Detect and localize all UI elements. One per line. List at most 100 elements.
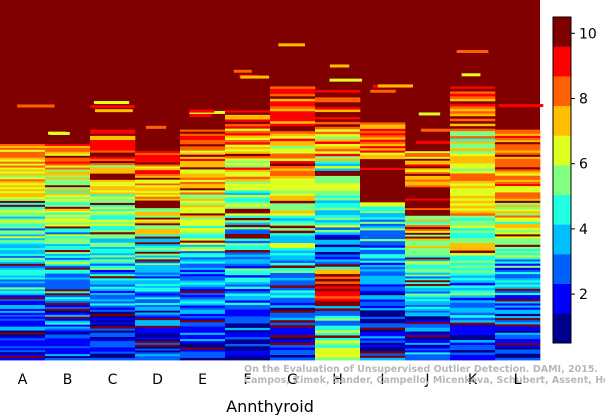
heatmap-cell (405, 181, 451, 184)
heatmap-cell (225, 199, 271, 203)
heatmap-cell (135, 200, 181, 203)
heatmap-cell (495, 133, 541, 137)
heatmap-cell (315, 190, 361, 194)
heatmap-cell (450, 165, 496, 169)
heatmap-cell (135, 153, 181, 156)
heatmap-cell (90, 156, 136, 160)
heatmap-cell (360, 219, 406, 223)
heatmap-cell (360, 172, 406, 175)
heatmap-cell (225, 206, 271, 210)
heatmap-cell (45, 208, 91, 212)
heatmap-cell (495, 278, 541, 281)
heatmap-cell (135, 172, 181, 175)
heatmap-cell (315, 234, 361, 238)
heatmap-cell (270, 185, 316, 189)
heatmap-cell (315, 252, 361, 255)
heatmap-cell (90, 244, 136, 248)
heatmap-cell (405, 160, 451, 163)
heatmap-cell (45, 303, 91, 306)
heatmap-cell (450, 345, 496, 348)
heatmap-cell (315, 330, 361, 334)
heatmap-cell (450, 143, 496, 147)
heatmap-cell (315, 131, 361, 135)
heatmap-cell (45, 354, 91, 357)
heatmap-cell (360, 128, 406, 132)
heatmap-cell (90, 188, 136, 191)
heatmap-cell (0, 342, 46, 345)
heatmap-cell (135, 221, 181, 224)
heatmap-cell (90, 202, 136, 206)
heatmap-cell (360, 351, 406, 354)
heatmap-cell (450, 332, 496, 336)
heatmap-cell (180, 332, 226, 336)
heatmap-cell (270, 295, 316, 299)
heatmap-cell (270, 250, 316, 254)
heatmap-cell (405, 320, 451, 323)
heatmap-cell (360, 340, 406, 344)
heatmap-cell (450, 245, 496, 249)
heatmap-cell (225, 245, 271, 249)
heatmap-cell (360, 342, 406, 346)
heatmap-cell (405, 208, 451, 211)
heatmap-cell (360, 282, 406, 285)
heatmap-cell (405, 287, 451, 291)
heatmap-cell (0, 312, 46, 316)
heatmap-cell (90, 177, 136, 181)
heatmap-cell (45, 244, 91, 247)
heatmap-cell (180, 240, 226, 244)
heatmap-cell (225, 321, 271, 324)
heatmap-cell (225, 236, 271, 239)
heatmap-cell (450, 163, 496, 167)
heatmap-cell (405, 339, 451, 342)
heatmap-cell (405, 348, 451, 351)
heatmap-cell (450, 126, 496, 130)
heatmap-cell (405, 263, 451, 266)
heatmap-cell (135, 257, 181, 260)
heatmap-cell (315, 315, 361, 319)
heatmap-cell (450, 327, 496, 331)
heatmap-cell (495, 286, 541, 290)
heatmap-cell (135, 158, 181, 162)
heatmap-cell (180, 259, 226, 262)
heatmap-cell (360, 303, 406, 307)
heatmap-cell (270, 302, 316, 306)
heatmap-cell (405, 333, 451, 336)
heatmap-cell (0, 173, 46, 176)
heatmap-cell (180, 257, 226, 260)
heatmap-cell (45, 293, 91, 296)
heatmap-cell (225, 211, 271, 214)
heatmap-cell (135, 204, 181, 207)
heatmap-cell (135, 183, 181, 186)
heatmap-cell (495, 156, 541, 160)
heatmap-cell (360, 239, 406, 242)
heatmap-cell (315, 279, 361, 282)
heatmap-cell (450, 292, 496, 296)
heatmap-cell (0, 306, 46, 310)
heatmap-cell (180, 142, 226, 145)
heatmap-cell (315, 148, 361, 152)
heatmap-cell (135, 316, 181, 319)
heatmap-cell (135, 306, 181, 310)
heatmap-cell (135, 234, 181, 238)
heatmap-cell (315, 156, 361, 160)
heatmap-cell (270, 292, 316, 296)
heatmap-cell (315, 104, 361, 108)
heatmap-cell (495, 184, 541, 187)
heatmap-cell (495, 219, 541, 223)
heatmap-cell (315, 264, 361, 268)
colorbar-segment (553, 17, 571, 47)
heatmap-cell (360, 185, 406, 188)
heatmap-cell (45, 145, 91, 149)
heatmap-cell (360, 144, 406, 147)
heatmap-cell (450, 302, 496, 306)
heatmap-cell (90, 286, 136, 290)
heatmap-cell (0, 252, 46, 255)
heatmap-cell (135, 299, 181, 302)
heatmap-cell (315, 153, 361, 157)
heatmap-cell (180, 188, 226, 191)
heatmap-cell (315, 166, 361, 169)
heatmap-cell (90, 343, 136, 346)
heatmap-cell (495, 234, 541, 237)
heatmap-cell (360, 189, 406, 192)
heatmap-cell (225, 346, 271, 349)
